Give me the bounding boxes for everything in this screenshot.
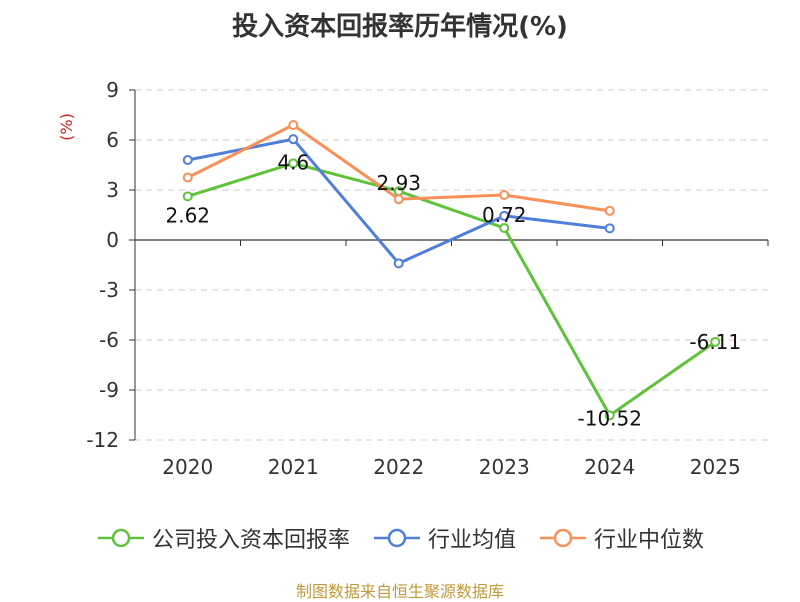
data-point	[604, 410, 615, 421]
data-point	[604, 223, 615, 234]
y-tick-label: 9	[106, 78, 119, 102]
data-point	[499, 190, 510, 200]
x-tick-label: 2020	[162, 455, 213, 479]
chart-title: 投入资本回报率历年情况(%)	[232, 12, 568, 42]
x-tick-label: 2022	[373, 455, 424, 479]
data-point	[604, 205, 615, 216]
data-point	[499, 223, 510, 233]
data-point	[288, 158, 299, 169]
source-note: 制图数据来自恒生聚源数据库	[295, 582, 504, 601]
data-label: 2.93	[376, 171, 421, 195]
series-line-0	[187, 161, 717, 417]
data-point	[393, 194, 404, 205]
data-point	[182, 172, 193, 183]
legend-item-industry-median[interactable]: 行业中位数	[538, 522, 704, 554]
legend-item-company[interactable]: 公司投入资本回报率	[96, 522, 350, 554]
x-tick-label: 2025	[690, 455, 741, 479]
legend-label-company: 公司投入资本回报率	[151, 528, 350, 553]
data-label: -10.52	[578, 406, 642, 430]
x-tick-label: 2021	[268, 455, 319, 479]
data-point	[288, 120, 299, 130]
legend-label-industry-median: 行业中位数	[594, 528, 705, 553]
legend: 公司投入资本回报率 行业均值 行业中位数	[0, 522, 800, 554]
y-tick-label: -6	[99, 328, 119, 352]
data-point	[499, 210, 510, 221]
y-tick-label: 6	[106, 128, 119, 152]
y-axis-label: (%)	[57, 113, 76, 141]
data-point	[710, 336, 721, 347]
legend-swatch-industry-mean	[373, 528, 420, 548]
x-tick-label: 2024	[584, 455, 635, 479]
data-label: -6.11	[689, 330, 741, 354]
y-tick-label: -3	[99, 278, 119, 302]
data-point	[182, 191, 193, 202]
legend-label-industry-mean: 行业均值	[427, 528, 516, 553]
data-label: 2.62	[165, 203, 210, 227]
legend-swatch-company	[97, 528, 144, 548]
data-label: 0.72	[482, 203, 527, 227]
y-tick-label: 0	[106, 228, 119, 252]
legend-swatch-industry-median	[540, 528, 586, 548]
legend-item-industry-mean[interactable]: 行业均值	[372, 522, 516, 554]
data-point	[393, 258, 404, 269]
data-point	[288, 134, 299, 145]
y-tick-label: 3	[106, 178, 119, 202]
y-tick-label: -12	[86, 428, 119, 452]
data-point	[182, 155, 193, 165]
x-tick-label: 2023	[479, 455, 530, 479]
y-tick-label: -9	[99, 378, 119, 402]
data-label: 4.6	[277, 150, 309, 174]
